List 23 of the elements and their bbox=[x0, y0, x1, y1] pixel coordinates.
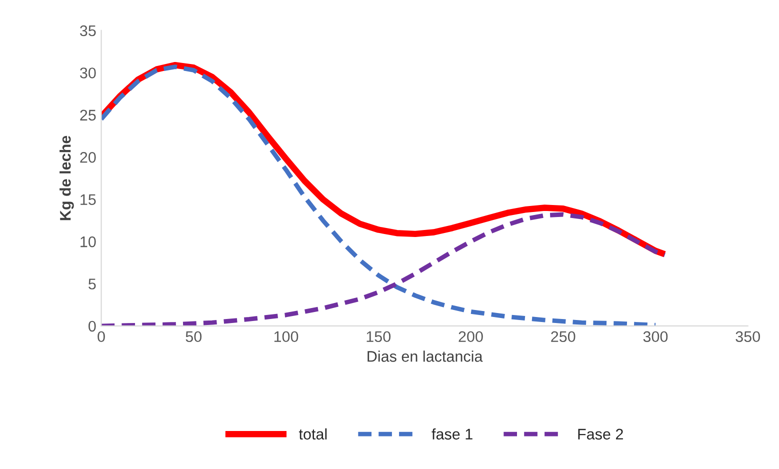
line-series bbox=[101, 64, 658, 326]
x-tick-label: 350 bbox=[736, 331, 760, 342]
x-tick-label: 100 bbox=[274, 331, 298, 342]
line-series bbox=[101, 212, 667, 326]
y-axis-title: Kg de leche bbox=[60, 136, 74, 220]
x-tick-label: 0 bbox=[98, 331, 105, 342]
y-tick-label: 30 bbox=[80, 68, 96, 78]
y-tick-label: 35 bbox=[80, 25, 96, 36]
x-tick-label: 50 bbox=[186, 331, 202, 342]
y-tick-label: 0 bbox=[88, 320, 96, 332]
x-tick-label: 200 bbox=[458, 331, 483, 342]
y-tick-label: 10 bbox=[80, 236, 96, 248]
x-tick-label: 250 bbox=[551, 331, 576, 342]
legend-label: fase 1 bbox=[432, 428, 472, 440]
y-tick-label: 20 bbox=[80, 152, 96, 163]
legend-label: Fase 2 bbox=[578, 428, 623, 440]
y-tick-label: 5 bbox=[88, 278, 96, 290]
x-tick-label: 150 bbox=[366, 331, 391, 342]
legend-label: total bbox=[298, 428, 327, 440]
x-axis-title: Dias en lactancia bbox=[368, 350, 483, 362]
x-tick-label: 300 bbox=[643, 331, 668, 342]
y-tick-label: 15 bbox=[80, 194, 96, 206]
y-tick-label: 25 bbox=[80, 110, 96, 121]
